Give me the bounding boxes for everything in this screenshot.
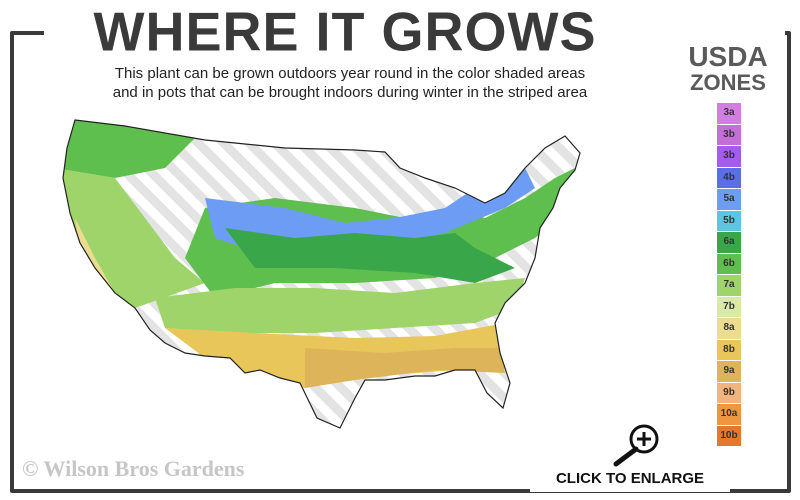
legend-zone-8a: 8a [717, 318, 741, 339]
legend-zone-6a: 6a [717, 232, 741, 253]
legend-zone-3b: 3b [717, 146, 741, 167]
magnifier-plus-icon[interactable] [610, 422, 666, 468]
legend-zone-3a: 3a [717, 103, 741, 124]
legend-zone-10a: 10a [717, 404, 741, 425]
legend-zone-10b: 10b [717, 425, 741, 446]
legend-title-usda: USDA [688, 41, 768, 72]
page-title: WHERE IT GROWS [93, 1, 597, 63]
click-to-enlarge-button[interactable]: CLICK TO ENLARGE [530, 466, 730, 492]
legend-zone-9b: 9b [717, 382, 741, 403]
legend-zone-7b: 7b [717, 296, 741, 317]
legend-zone-9a: 9a [717, 361, 741, 382]
legend-zone-5b: 5b [717, 210, 741, 231]
subtitle-line-2: and in pots that can be brought indoors … [112, 84, 588, 101]
legend-zone-3b: 3b [717, 124, 741, 145]
subtitle: This plant can be grown outdoors year ro… [40, 64, 660, 102]
us-outline [62, 119, 581, 429]
legend-zone-6b: 6b [717, 253, 741, 274]
legend-zone-4b: 4b [717, 167, 741, 188]
subtitle-line-1: This plant can be grown outdoors year ro… [114, 65, 586, 82]
legend-zone-5a: 5a [717, 189, 741, 210]
legend-title: USDA ZONES [678, 41, 778, 96]
legend-zone-7a: 7a [717, 275, 741, 296]
usda-zone-map[interactable] [55, 108, 615, 438]
legend-title-zones: ZONES [690, 70, 766, 95]
zone-legend: 3a 3b 3b 4b 5a 5b 6a 6b 7a 7b 8a 8b 9a 9b 10a 10b [717, 103, 741, 447]
legend-zone-8b: 8b [717, 339, 741, 360]
copyright-watermark: © Wilson Bros Gardens [22, 456, 245, 481]
